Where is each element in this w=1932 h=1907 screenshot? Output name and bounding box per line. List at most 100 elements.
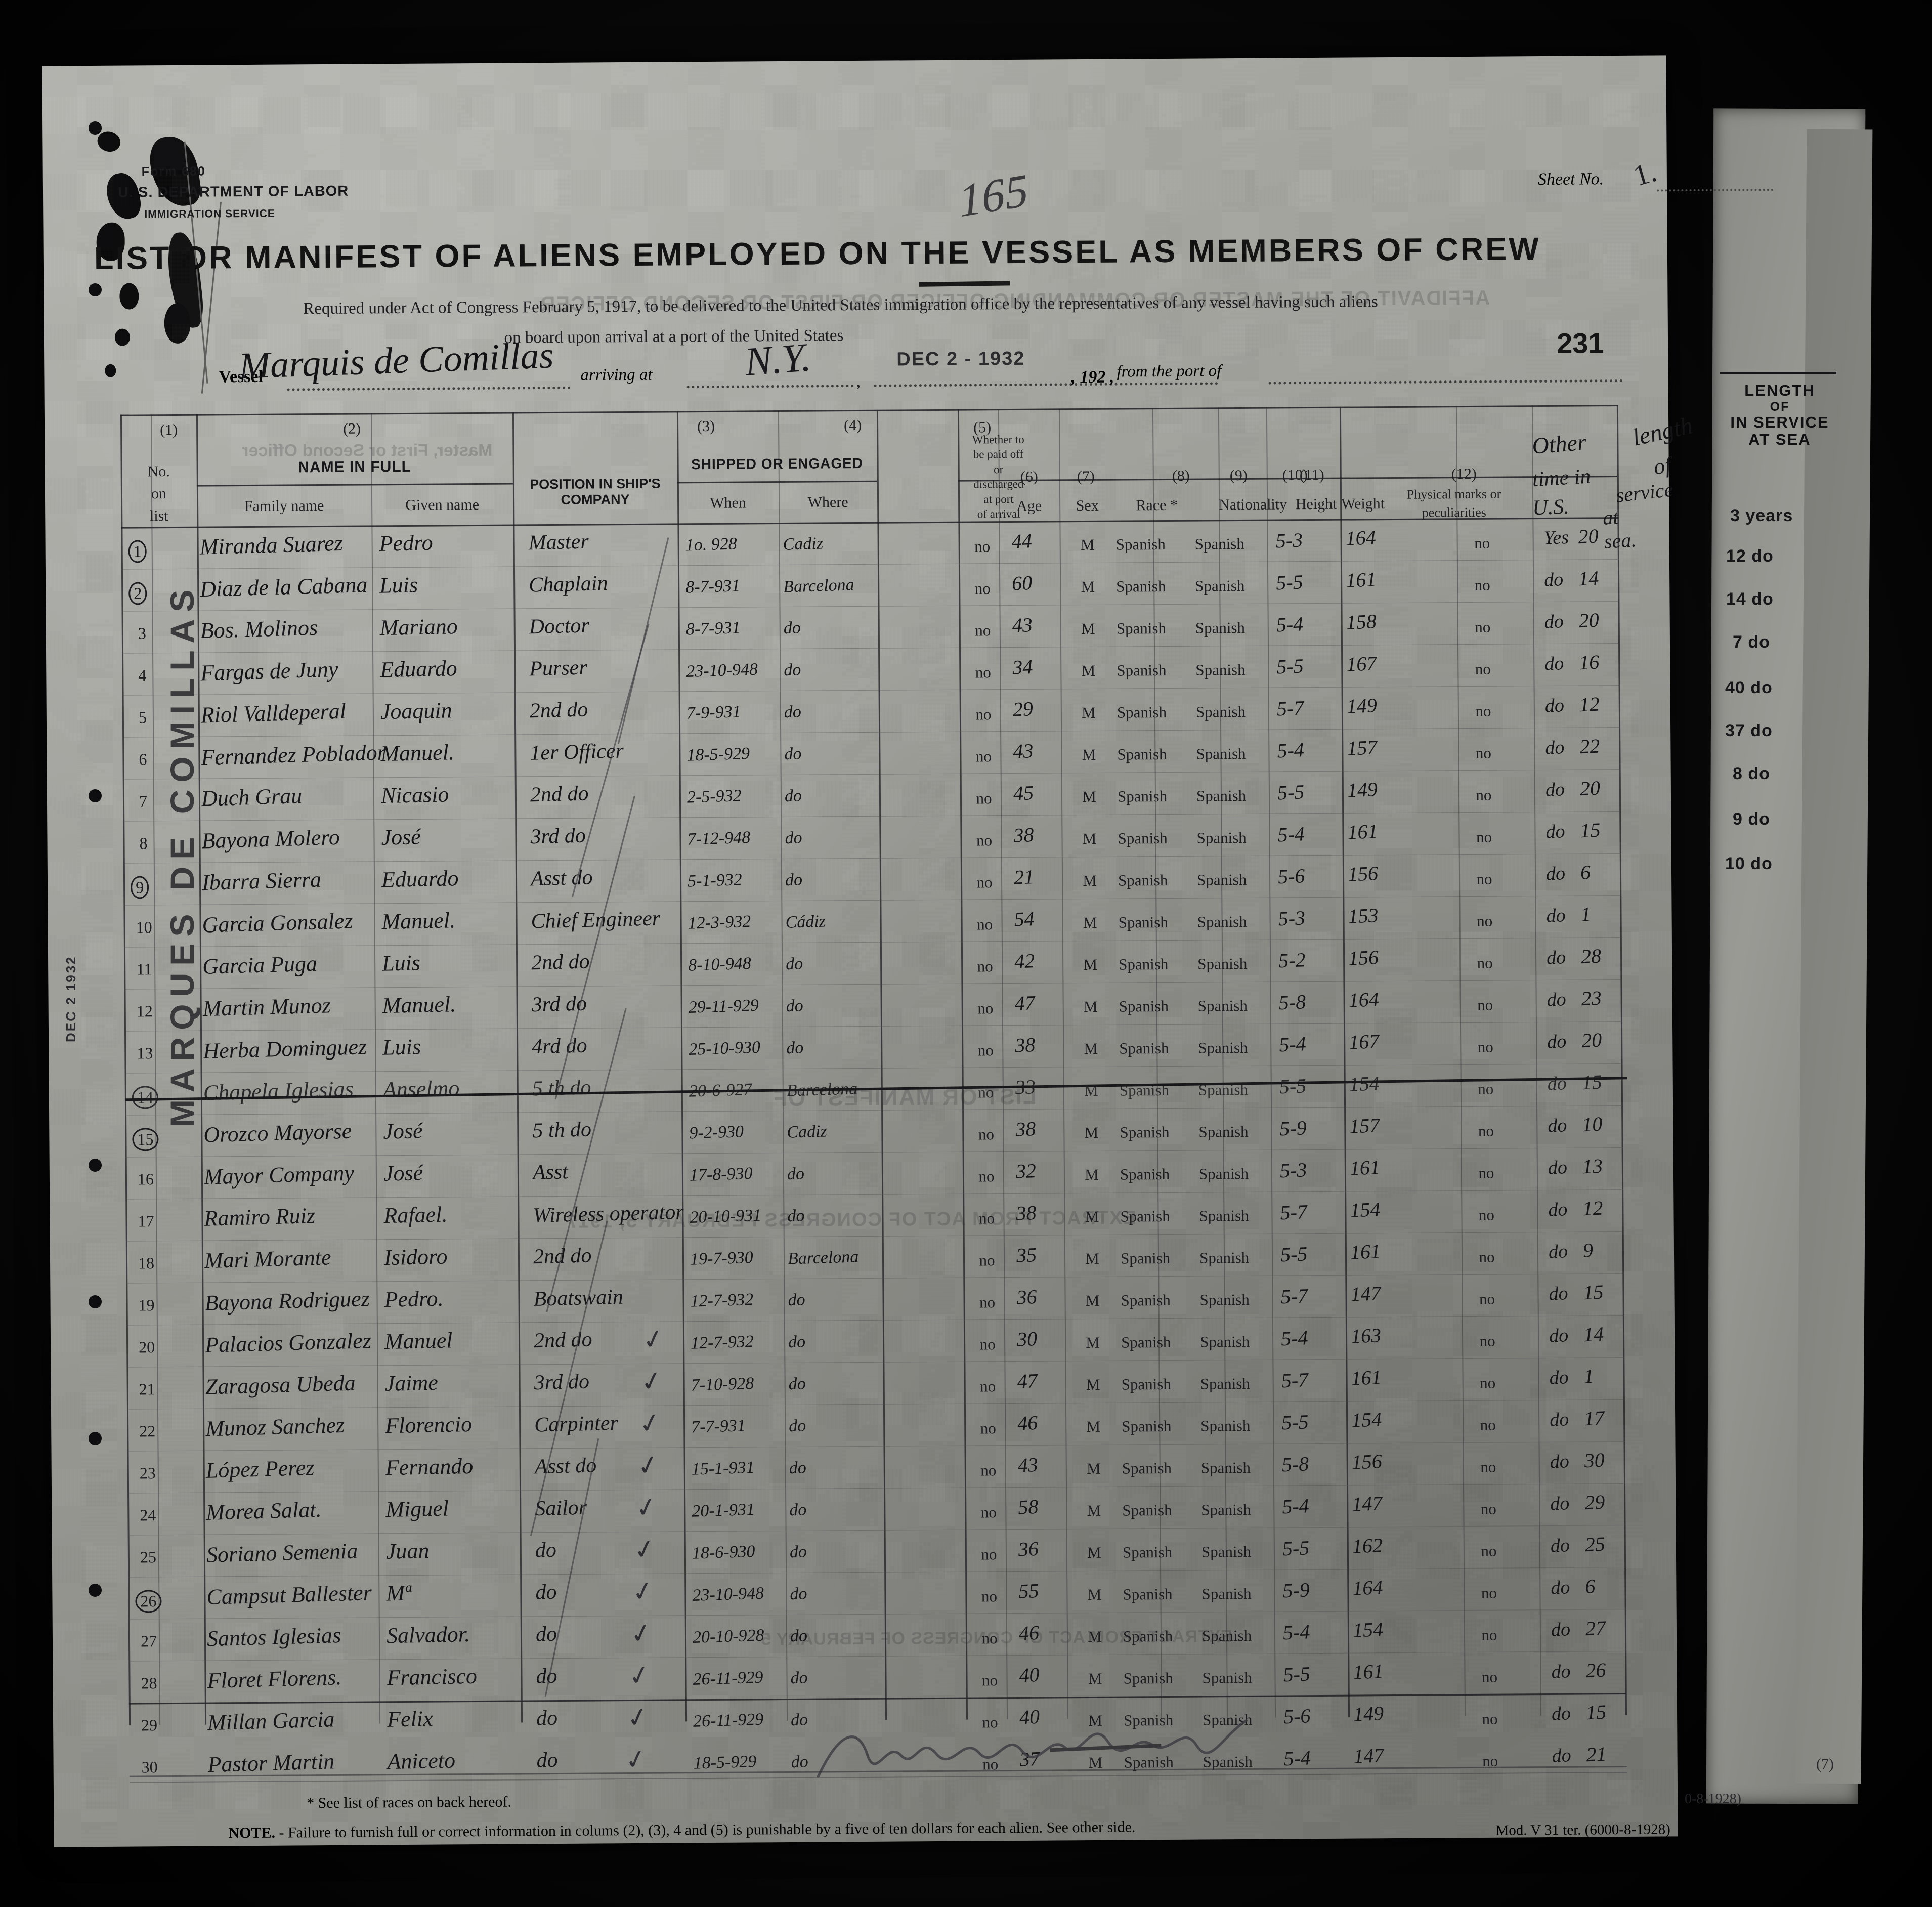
col-number-4: (4) bbox=[843, 416, 862, 434]
cell-given: Mariano bbox=[379, 614, 458, 641]
cell-family: Garcia Puga bbox=[202, 951, 318, 979]
cell-where: do bbox=[791, 1752, 809, 1772]
page-title: LIST OR MANIFEST OF ALIENS EMPLOYED ON T… bbox=[94, 231, 1541, 277]
cell-no: 28 bbox=[141, 1674, 157, 1692]
cell-position: Doctor bbox=[529, 614, 590, 639]
punch-hole bbox=[89, 283, 102, 296]
sheet-no-label: Sheet No. bbox=[1537, 169, 1604, 189]
cell-sex: M bbox=[1081, 619, 1095, 638]
cell-nationality: Spanish bbox=[1198, 1038, 1248, 1057]
cell-family: Palacios Gonzalez bbox=[204, 1328, 372, 1358]
cell-given: José bbox=[380, 824, 421, 850]
cell-when: 20-1-931 bbox=[691, 1500, 755, 1521]
cell-marks: no bbox=[1480, 1458, 1496, 1476]
cell-family: Fernandez Poblador bbox=[200, 740, 387, 770]
cell-sex: M bbox=[1087, 1543, 1101, 1562]
cell-position: do bbox=[536, 1706, 558, 1730]
cell-weight: 149 bbox=[1346, 694, 1378, 718]
cell-marks: no bbox=[1481, 1584, 1497, 1602]
cell-sex: M bbox=[1081, 703, 1096, 722]
cell-position: Master bbox=[528, 530, 589, 555]
cell-position: Purser bbox=[529, 656, 588, 681]
cell-given: Eduardo bbox=[379, 656, 458, 683]
arriving-at-label: arriving at bbox=[580, 365, 653, 385]
cell-height: 5-5 bbox=[1281, 1410, 1309, 1434]
cell-height: 5-4 bbox=[1276, 738, 1305, 762]
cell-marks: no bbox=[1477, 1038, 1493, 1056]
adjacent-value: 40 do bbox=[1725, 678, 1773, 697]
cell-given: Salvador. bbox=[386, 1621, 470, 1648]
cell-sex: M bbox=[1088, 1669, 1102, 1688]
adjacent-column-rule bbox=[1720, 372, 1836, 374]
cell-nationality: Spanish bbox=[1197, 912, 1247, 931]
cell-sex: M bbox=[1082, 745, 1096, 764]
cell-other: do bbox=[1545, 905, 1566, 927]
cell-service: 13 bbox=[1581, 1154, 1603, 1178]
cell-height: 5-4 bbox=[1281, 1494, 1310, 1518]
header-given-name: Given name bbox=[405, 496, 480, 514]
cell-other: do bbox=[1547, 1073, 1567, 1095]
header-family-name: Family name bbox=[244, 497, 324, 515]
footnote-note-label: NOTE. bbox=[228, 1824, 276, 1842]
cell-given: Miguel bbox=[385, 1496, 449, 1522]
cell-when: 8-7-931 bbox=[685, 576, 741, 597]
cell-family: Zaragosa Ubeda bbox=[205, 1370, 356, 1400]
cell-service: 12 bbox=[1578, 692, 1600, 716]
cell-race: Spanish bbox=[1117, 745, 1167, 764]
cell-family: Soriano Semenia bbox=[206, 1538, 358, 1567]
cell-nationality: Spanish bbox=[1199, 1290, 1250, 1309]
cell-where: do bbox=[790, 1710, 808, 1730]
cell-other: do bbox=[1544, 611, 1564, 633]
cell-sex: M bbox=[1085, 1207, 1099, 1226]
cell-no: 22 bbox=[139, 1422, 156, 1440]
cell-family: Ramiro Ruiz bbox=[203, 1203, 316, 1231]
cell-age: 29 bbox=[1012, 697, 1034, 721]
cell-weight: 154 bbox=[1348, 1072, 1380, 1096]
cell-height: 5-5 bbox=[1278, 1074, 1307, 1098]
cell-service: 12 bbox=[1582, 1196, 1604, 1220]
cell-when: 26-11-929 bbox=[692, 1668, 764, 1689]
cell-age: 60 bbox=[1011, 571, 1033, 595]
cell-given: Pedro. bbox=[384, 1286, 444, 1312]
cell-race: Spanish bbox=[1116, 619, 1167, 638]
cell-where: do bbox=[789, 1500, 807, 1520]
cell-no: 18 bbox=[138, 1254, 155, 1273]
cell-marks: no bbox=[1480, 1500, 1496, 1518]
cell-age: 40 bbox=[1018, 1663, 1040, 1687]
cell-age: 43 bbox=[1017, 1453, 1039, 1477]
cell-service: 15 bbox=[1581, 1070, 1603, 1094]
cell-other: do bbox=[1551, 1745, 1572, 1767]
cell-age: 38 bbox=[1015, 1117, 1037, 1141]
cell-height: 5-7 bbox=[1276, 696, 1305, 721]
cell-marks: no bbox=[1476, 786, 1492, 804]
cell-weight: 156 bbox=[1351, 1450, 1383, 1474]
cell-other: do bbox=[1544, 653, 1564, 675]
cell-when: 7-10-928 bbox=[691, 1374, 754, 1395]
cell-marks: no bbox=[1475, 618, 1491, 636]
cell-given: Mª bbox=[385, 1580, 411, 1606]
cell-service: 20 bbox=[1578, 608, 1600, 632]
handwritten-check-mark: ✓ bbox=[631, 1533, 659, 1566]
header-paid-off-l1: Whether to bbox=[972, 433, 1024, 446]
handwritten-header-us: U.S. bbox=[1532, 495, 1570, 520]
cell-weight: 163 bbox=[1350, 1324, 1382, 1348]
header-name-in-full: NAME IN FULL bbox=[298, 458, 412, 476]
cell-race: Spanish bbox=[1122, 1417, 1172, 1435]
cell-other: do bbox=[1544, 737, 1565, 759]
handwritten-check-mark: ✓ bbox=[632, 1491, 661, 1524]
footnote-note-text: - Failure to furnish full or correct inf… bbox=[275, 1818, 1136, 1841]
cell-given: Eduardo bbox=[381, 866, 459, 893]
cell-given: Florencio bbox=[384, 1411, 473, 1438]
cell-position: do bbox=[535, 1538, 557, 1562]
cell-sex: M bbox=[1088, 1627, 1102, 1646]
cell-marks: no bbox=[1482, 1710, 1498, 1728]
cell-when: 19-7-930 bbox=[690, 1248, 754, 1269]
cell-height: 5-7 bbox=[1280, 1368, 1309, 1392]
cell-race: Spanish bbox=[1122, 1501, 1172, 1519]
cell-position: Wireless operator bbox=[532, 1200, 684, 1227]
adjacent-sheet-far-right bbox=[1795, 129, 1873, 1784]
cell-race: Spanish bbox=[1123, 1669, 1173, 1687]
cell-age: 42 bbox=[1014, 949, 1036, 973]
header-where: Where bbox=[807, 494, 848, 511]
cell-where: do bbox=[788, 1332, 806, 1352]
